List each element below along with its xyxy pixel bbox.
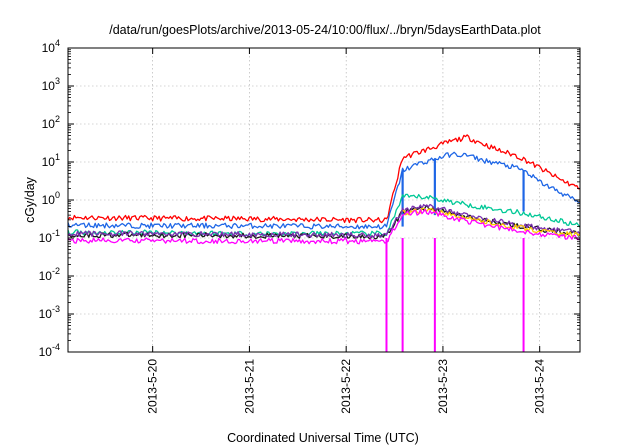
chart-title: /data/run/goesPlots/archive/2013-05-24/1…	[109, 23, 541, 37]
y-tick-label: 104	[42, 38, 60, 55]
y-tick-label: 101	[42, 152, 60, 169]
y-tick-label: 10-3	[39, 304, 60, 321]
series-line-3	[67, 204, 581, 240]
grid	[68, 48, 580, 352]
x-axis-label: Coordinated Universal Time (UTC)	[227, 431, 419, 445]
y-tick-label: 10-2	[39, 266, 60, 283]
x-tick-label: 2013-5-21	[242, 359, 256, 414]
series-line-4	[67, 203, 581, 239]
x-tick-label: 2013-5-20	[146, 359, 160, 414]
x-tick-label: 2013-5-23	[436, 359, 450, 414]
y-axis: 10-4 10-3 10-2 10-1 100 101 102 103 104	[39, 38, 580, 359]
y-tick-label: 10-4	[39, 342, 60, 359]
series-line-2	[67, 193, 581, 237]
y-tick-label: 10-1	[39, 228, 60, 245]
y-tick-label: 103	[42, 76, 60, 93]
series-line-6	[67, 208, 581, 245]
series-layer	[67, 134, 581, 352]
series-line-0	[67, 134, 581, 224]
series-line-5	[402, 207, 581, 238]
x-tick-label: 2013-5-22	[339, 359, 353, 414]
y-axis-label: cGy/day	[23, 176, 37, 223]
y-tick-label: 100	[42, 190, 60, 207]
x-tick-label: 2013-5-24	[533, 359, 547, 414]
series-line-1	[67, 151, 581, 230]
y-tick-label: 102	[42, 114, 60, 131]
x-axis: 2013-5-20 2013-5-21 2013-5-22 2013-5-23 2013…	[146, 48, 547, 414]
